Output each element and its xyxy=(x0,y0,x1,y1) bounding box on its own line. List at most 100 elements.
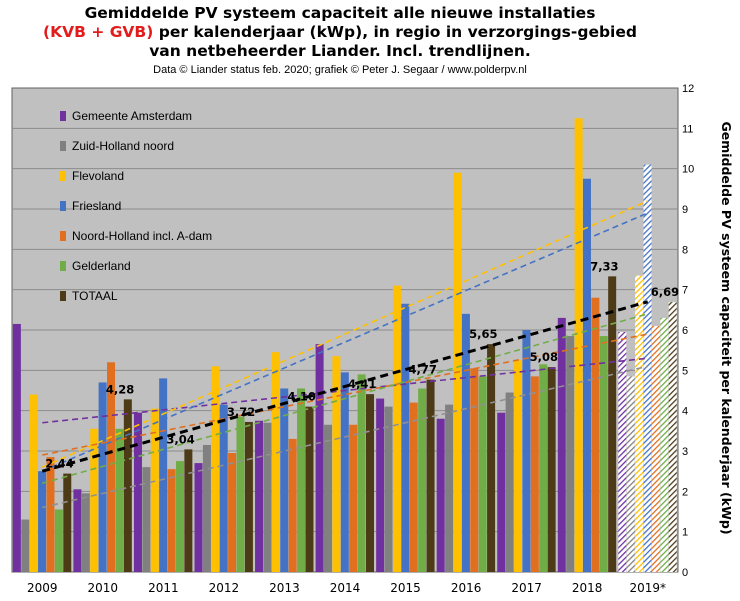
bar-zuid-holland-noord-2015 xyxy=(384,406,393,572)
bar-noord-holland-incl-a-dam-2017 xyxy=(530,376,539,572)
bar-flevoland-2015 xyxy=(392,285,401,572)
bar-zuid-holland-noord-2018 xyxy=(566,336,575,572)
bar-zuid-holland-noord-2019 xyxy=(626,376,635,572)
y-tick-label: 7 xyxy=(682,285,688,297)
bar-friesland-2015 xyxy=(401,303,410,572)
bar-gelderland-2016 xyxy=(478,376,487,572)
bar-zuid-holland-noord-2017 xyxy=(505,392,514,572)
x-tick-label: 2012 xyxy=(209,581,240,595)
bar-friesland-2011 xyxy=(159,378,168,572)
bar-gelderland-2013 xyxy=(297,388,306,572)
bar-flevoland-2019 xyxy=(635,275,644,572)
bar-totaal-2019 xyxy=(668,302,677,572)
bar-noord-holland-incl-a-dam-2013 xyxy=(288,438,297,572)
bar-gelderland-2011 xyxy=(175,461,184,572)
bar-gemeente-amsterdam-2019 xyxy=(618,332,627,572)
trendline-flevoland xyxy=(41,200,649,468)
y-tick-label: 3 xyxy=(682,446,688,458)
trendline-gelderland xyxy=(42,313,648,485)
bar-gemeente-amsterdam-2010 xyxy=(73,489,82,572)
trendline-noord-holland-incl-a-dam xyxy=(42,333,648,456)
bar-totaal-2012 xyxy=(244,421,253,572)
trendlines xyxy=(41,200,649,509)
x-tick-label: 2013 xyxy=(269,581,300,595)
bar-gelderland-2014 xyxy=(357,374,366,572)
y-tick-label: 11 xyxy=(682,123,693,135)
y-tick-label: 8 xyxy=(682,244,688,256)
bar-totaal-2009 xyxy=(63,473,72,572)
legend-swatch xyxy=(60,111,66,121)
bar-gemeente-amsterdam-2012 xyxy=(194,463,203,572)
x-tick-label: 2017 xyxy=(511,581,542,595)
bar-flevoland-2014 xyxy=(332,356,341,572)
bar-zuid-holland-noord-2009 xyxy=(21,519,30,572)
x-tick-label: 2011 xyxy=(148,581,179,595)
bar-noord-holland-incl-a-dam-2011 xyxy=(167,469,176,572)
bar-friesland-2014 xyxy=(340,372,349,572)
legend-label: Zuid-Holland noord xyxy=(72,139,174,153)
bar-totaal-2011 xyxy=(184,449,193,572)
bar-gelderland-2010 xyxy=(115,428,124,572)
trendline-totaal xyxy=(41,300,649,473)
bar-noord-holland-incl-a-dam-2010 xyxy=(107,362,116,572)
legend-label: Gelderland xyxy=(72,259,131,273)
bar-friesland-2019 xyxy=(643,164,652,572)
title-line-1: Gemiddelde PV systeem capaciteit alle ni… xyxy=(84,4,596,22)
data-label-totaal: 4,10 xyxy=(287,390,315,404)
chart-title: Gemiddelde PV systeem capaciteit alle ni… xyxy=(0,4,680,61)
legend-swatch xyxy=(60,171,66,181)
bar-zuid-holland-noord-2010 xyxy=(81,493,90,572)
legend-swatch xyxy=(60,291,66,301)
x-tick-label: 2014 xyxy=(330,581,361,595)
legend-label: Flevoland xyxy=(72,169,124,183)
bar-gemeente-amsterdam-2013 xyxy=(255,420,264,572)
bar-friesland-2009 xyxy=(38,471,47,572)
legend-label: Gemeente Amsterdam xyxy=(72,109,192,123)
legend-label: TOTAAL xyxy=(72,289,118,303)
y-tick-label: 5 xyxy=(682,365,688,377)
x-tick-label: 2010 xyxy=(88,581,119,595)
bar-gemeente-amsterdam-2011 xyxy=(133,412,142,572)
trendline-zuid-holland-noord xyxy=(42,365,648,509)
bar-gelderland-2012 xyxy=(236,416,245,572)
data-label-totaal: 5,65 xyxy=(469,327,497,341)
bar-gemeente-amsterdam-2015 xyxy=(376,398,385,572)
bar-noord-holland-incl-a-dam-2014 xyxy=(349,424,358,572)
bar-flevoland-2017 xyxy=(514,360,523,572)
bar-flevoland-2010 xyxy=(90,428,99,572)
y-tick-label: 9 xyxy=(682,204,688,216)
legend-swatch xyxy=(60,201,66,211)
bar-zuid-holland-noord-2014 xyxy=(324,424,332,572)
legend-swatch xyxy=(60,261,66,271)
y-tick-label: 4 xyxy=(682,406,688,418)
bar-friesland-2013 xyxy=(280,388,289,572)
legend-swatch xyxy=(60,141,66,151)
bar-totaal-2014 xyxy=(366,394,374,572)
bar-friesland-2012 xyxy=(219,404,228,572)
bar-gelderland-2009 xyxy=(54,509,63,572)
data-label-totaal: 3,72 xyxy=(227,405,255,419)
data-label-totaal: 5,08 xyxy=(530,350,558,364)
title-line-2: (KVB + GVB) per kalenderjaar (kWp), in r… xyxy=(0,23,680,42)
data-label-totaal: 4,28 xyxy=(106,382,134,396)
bar-totaal-2017 xyxy=(547,367,556,572)
x-tick-label: 2019* xyxy=(629,581,666,595)
bar-gelderland-2018 xyxy=(599,336,608,572)
x-tick-label: 2009 xyxy=(27,581,58,595)
bar-gemeente-amsterdam-2016 xyxy=(436,418,445,572)
title-line-2-rest: per kalenderjaar (kWp), in regio in verz… xyxy=(153,23,637,41)
y-tick-label: 12 xyxy=(682,83,694,95)
title-line-3: van netbeheerder Liander. Incl. trendlij… xyxy=(149,42,531,60)
data-labels: 2,44 4,28 3,04 3,72 4,10 4,41 4,77 5,65 5,08 7,33… xyxy=(45,259,679,470)
bar-zuid-holland-noord-2011 xyxy=(142,467,151,572)
bar-friesland-2018 xyxy=(582,178,591,572)
bar-zuid-holland-noord-2013 xyxy=(263,422,272,572)
x-axis-ticks: 2009 2010 2011 2012 2013 2014 2015 2016 2017 2018… xyxy=(27,581,666,595)
bar-noord-holland-incl-a-dam-2018 xyxy=(591,297,600,572)
bar-noord-holland-incl-a-dam-2015 xyxy=(409,402,418,572)
legend: Gemeente Amsterdam Zuid-Holland noord Flev… xyxy=(60,109,212,303)
bar-gelderland-2017 xyxy=(539,364,548,572)
bar-gemeente-amsterdam-2014 xyxy=(315,344,324,572)
bar-noord-holland-incl-a-dam-2019 xyxy=(651,325,660,572)
